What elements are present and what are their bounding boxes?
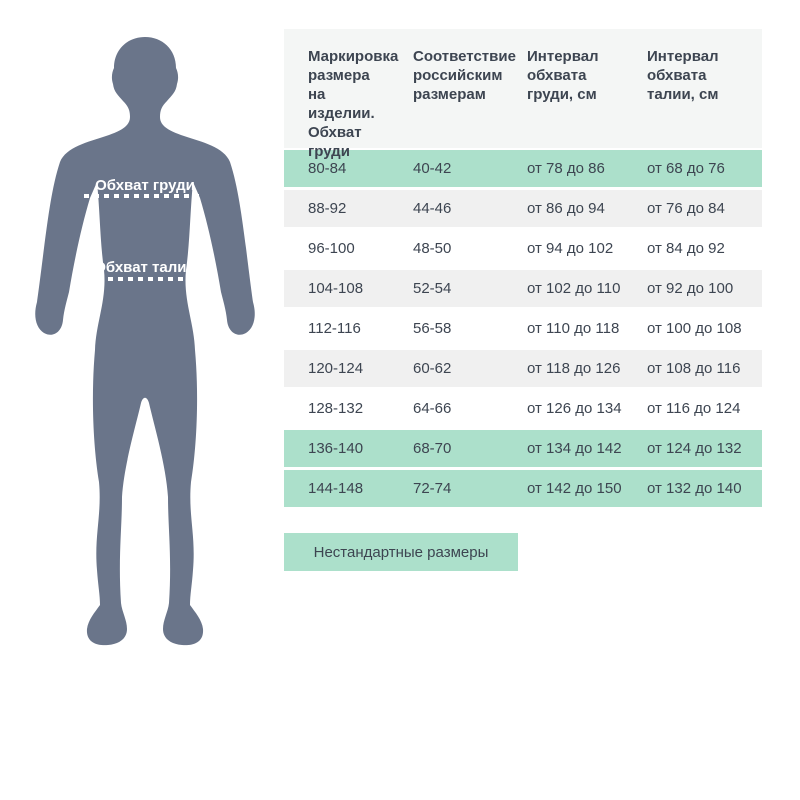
table-row: 144-148 72-74 от 142 до 150 от 132 до 14… bbox=[284, 470, 762, 510]
table-row: 112-116 56-58 от 110 до 118 от 100 до 10… bbox=[284, 310, 762, 350]
cell-size-marking: 144-148 bbox=[308, 480, 364, 497]
cell-waist-interval: от 100 до 108 bbox=[647, 320, 742, 337]
table-row: 136-140 68-70 от 134 до 142 от 124 до 13… bbox=[284, 430, 762, 470]
table-row: 120-124 60-62 от 118 до 126 от 108 до 11… bbox=[284, 350, 762, 390]
waist-measure-label: Обхват талии bbox=[94, 259, 195, 276]
cell-chest-interval: от 118 до 126 bbox=[527, 360, 621, 377]
cell-russian-size: 44-46 bbox=[413, 200, 452, 217]
table-row: 80-84 40-42 от 78 до 86 от 68 до 76 bbox=[284, 150, 762, 190]
column-header-waist-interval: Интервал обхвата талии, см bbox=[647, 48, 719, 103]
cell-size-marking: 96-100 bbox=[308, 240, 355, 257]
chest-measure-label: Обхват груди bbox=[95, 177, 195, 194]
cell-chest-interval: от 110 до 118 bbox=[527, 320, 620, 337]
cell-chest-interval: от 94 до 102 bbox=[527, 240, 614, 257]
body-figure: Обхват груди Обхват талии bbox=[0, 0, 290, 670]
cell-russian-size: 40-42 bbox=[413, 160, 452, 177]
table-row: 88-92 44-46 от 86 до 94 от 76 до 84 bbox=[284, 190, 762, 230]
cell-size-marking: 104-108 bbox=[308, 280, 364, 297]
cell-size-marking: 136-140 bbox=[308, 440, 364, 457]
cell-chest-interval: от 126 до 134 bbox=[527, 400, 622, 417]
table-row: 128-132 64-66 от 126 до 134 от 116 до 12… bbox=[284, 390, 762, 430]
cell-waist-interval: от 84 до 92 bbox=[647, 240, 725, 257]
column-header-chest-interval: Интервал обхвата груди, см bbox=[527, 48, 599, 103]
cell-chest-interval: от 86 до 94 bbox=[527, 200, 605, 217]
cell-waist-interval: от 132 до 140 bbox=[647, 480, 742, 497]
cell-size-marking: 112-116 bbox=[308, 320, 361, 337]
cell-chest-interval: от 142 до 150 bbox=[527, 480, 622, 497]
cell-waist-interval: от 76 до 84 bbox=[647, 200, 725, 217]
cell-russian-size: 72-74 bbox=[413, 480, 452, 497]
table-row: 104-108 52-54 от 102 до 110 от 92 до 100 bbox=[284, 270, 762, 310]
cell-size-marking: 88-92 bbox=[308, 200, 347, 217]
cell-size-marking: 120-124 bbox=[308, 360, 364, 377]
male-body-shape bbox=[35, 37, 255, 646]
cell-waist-interval: от 68 до 76 bbox=[647, 160, 725, 177]
table-header-row: Маркировка размера на изделии. Обхват гр… bbox=[284, 29, 762, 160]
male-silhouette-icon: Обхват груди Обхват талии bbox=[35, 37, 255, 646]
cell-russian-size: 68-70 bbox=[413, 440, 452, 457]
cell-russian-size: 52-54 bbox=[413, 280, 452, 297]
cell-chest-interval: от 78 до 86 bbox=[527, 160, 605, 177]
cell-russian-size: 56-58 bbox=[413, 320, 452, 337]
cell-russian-size: 64-66 bbox=[413, 400, 452, 417]
cell-waist-interval: от 92 до 100 bbox=[647, 280, 734, 297]
table-body: 80-84 40-42 от 78 до 86 от 68 до 76 88-9… bbox=[284, 150, 762, 510]
cell-size-marking: 80-84 bbox=[308, 160, 347, 177]
cell-chest-interval: от 134 до 142 bbox=[527, 440, 622, 457]
nonstandard-sizes-legend: Нестандартные размеры bbox=[284, 533, 518, 571]
cell-russian-size: 60-62 bbox=[413, 360, 452, 377]
cell-chest-interval: от 102 до 110 bbox=[527, 280, 621, 297]
column-header-russian-sizes: Соответствие российским размерам bbox=[413, 48, 516, 103]
column-header-size-marking: Маркировка размера на изделии. Обхват гр… bbox=[308, 48, 399, 160]
cell-waist-interval: от 116 до 124 bbox=[647, 400, 741, 417]
cell-waist-interval: от 124 до 132 bbox=[647, 440, 742, 457]
cell-size-marking: 128-132 bbox=[308, 400, 364, 417]
size-table: Маркировка размера на изделии. Обхват гр… bbox=[284, 29, 762, 510]
table-row: 96-100 48-50 от 94 до 102 от 84 до 92 bbox=[284, 230, 762, 270]
cell-russian-size: 48-50 bbox=[413, 240, 452, 257]
cell-waist-interval: от 108 до 116 bbox=[647, 360, 741, 377]
